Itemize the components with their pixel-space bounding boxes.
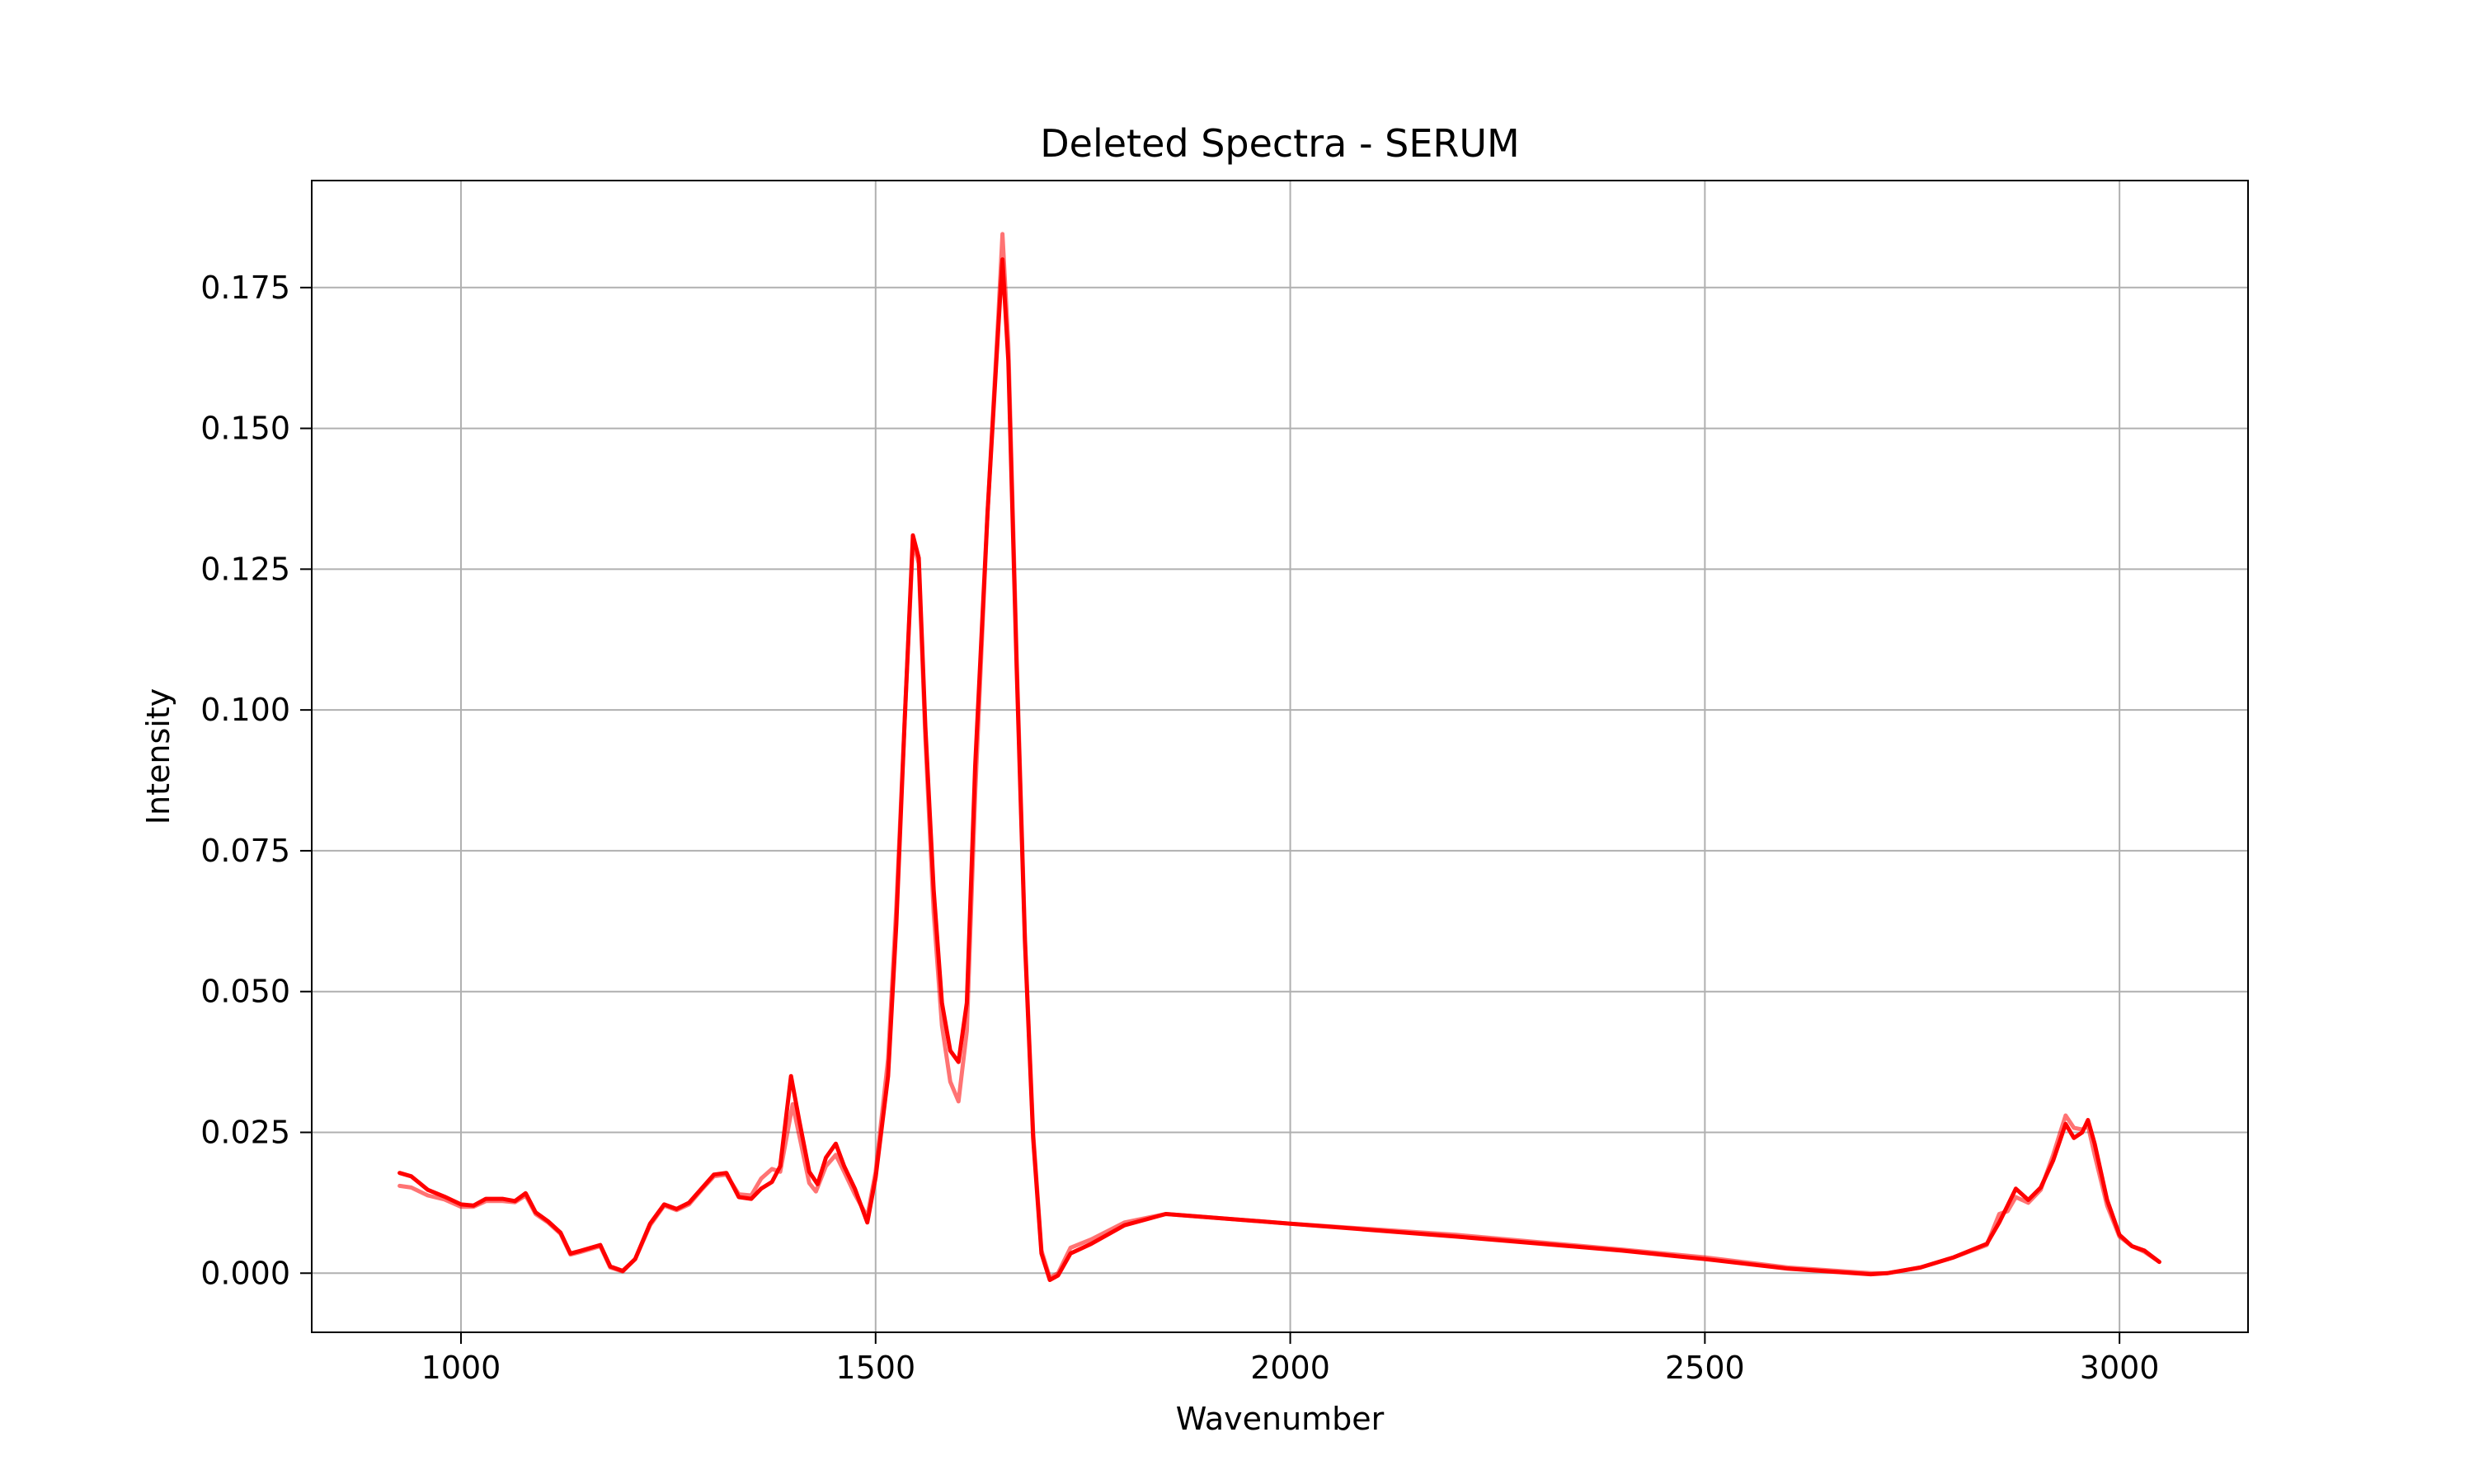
x-tick-label: 2000 bbox=[1250, 1350, 1330, 1386]
y-tick-label: 0.100 bbox=[200, 692, 290, 728]
x-tick-label: 3000 bbox=[2080, 1350, 2160, 1386]
x-tick-label: 1000 bbox=[421, 1350, 501, 1386]
spectrum-line-2 bbox=[397, 257, 2161, 1282]
x-tick-label: 1500 bbox=[835, 1350, 915, 1386]
y-tick-label: 0.150 bbox=[200, 411, 290, 447]
grid-lines bbox=[312, 181, 2248, 1332]
y-tick-label: 0.050 bbox=[200, 974, 290, 1010]
y-tick-label: 0.025 bbox=[200, 1114, 290, 1150]
series-layer bbox=[397, 232, 2161, 1282]
y-axis-label: Intensity bbox=[140, 688, 176, 824]
plot-frame bbox=[311, 180, 2249, 1333]
y-tick-label: 0.075 bbox=[200, 833, 290, 869]
y-axis-ticks: 0.000 0.025 0.050 0.075 0.100 0.125 0.150 0.175 bbox=[200, 270, 312, 1291]
chart-title: Deleted Spectra - SERUM bbox=[1040, 121, 1520, 166]
x-axis-ticks: 1000 1500 2000 2500 3000 bbox=[421, 1332, 2160, 1386]
x-tick-label: 2500 bbox=[1665, 1350, 1745, 1386]
y-tick-label: 0.125 bbox=[200, 551, 290, 587]
y-tick-label: 0.175 bbox=[200, 270, 290, 306]
x-axis-label: Wavenumber bbox=[1176, 1401, 1385, 1437]
y-tick-label: 0.000 bbox=[200, 1255, 290, 1291]
